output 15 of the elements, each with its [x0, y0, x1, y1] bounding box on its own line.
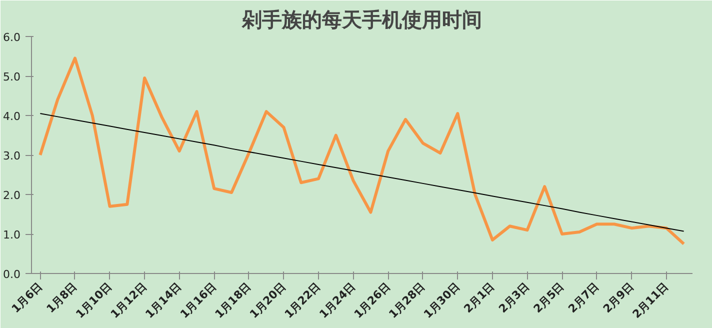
- x-tick-label: 2月3日: [496, 280, 532, 316]
- chart-title: 剁手族的每天手机使用时间: [241, 8, 482, 32]
- line-series: [40, 113, 684, 232]
- x-tick-label: 2月7日: [566, 280, 602, 316]
- y-tick-label: 4.0: [3, 110, 21, 123]
- y-tick-label: 0.0: [3, 268, 21, 281]
- x-tick-label: 2月1日: [461, 280, 498, 316]
- y-tick-label: 2.0: [3, 189, 21, 202]
- x-tick-label: 2月5日: [531, 280, 567, 316]
- y-tick-label: 3.0: [3, 150, 21, 162]
- line-series: [38, 56, 686, 246]
- x-tick-label: 1月6日: [9, 280, 45, 316]
- y-tick-label: 6.0: [3, 31, 21, 44]
- y-tick-label: 5.0: [3, 70, 21, 84]
- y-tick-label: 1.0: [3, 228, 21, 242]
